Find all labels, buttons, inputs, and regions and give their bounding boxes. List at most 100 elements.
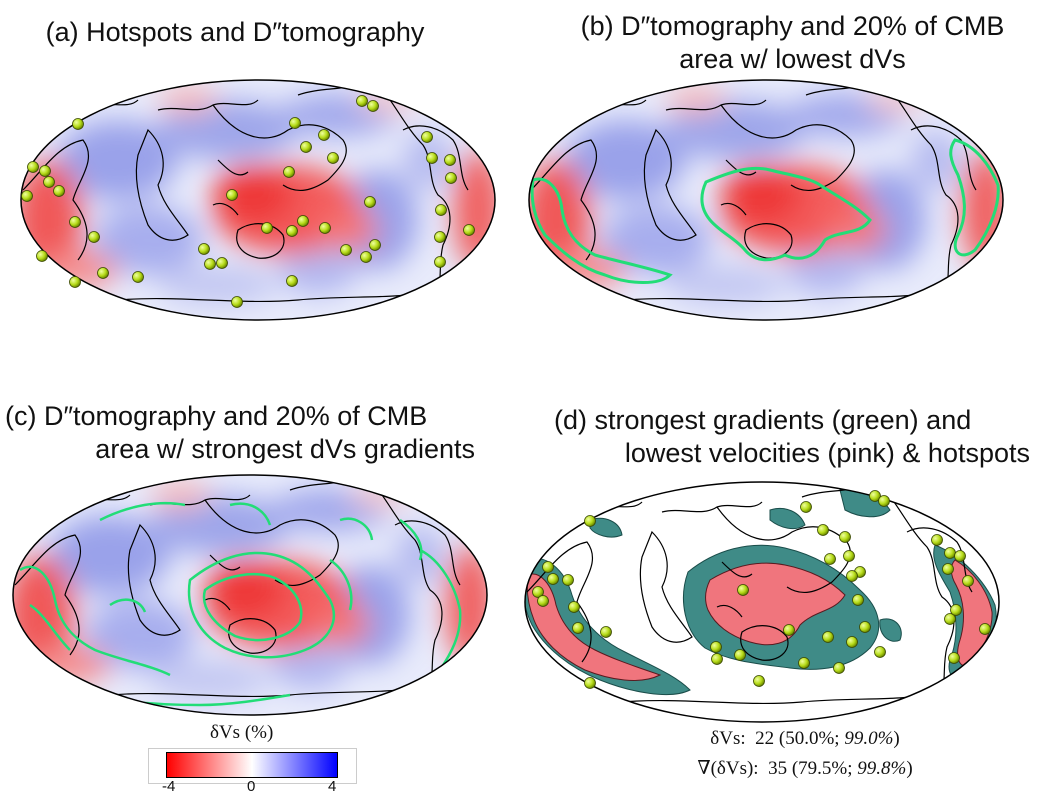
stats-gradient-value: 35 (79.5%; (768, 758, 853, 779)
panel-a-hotspot-marker (286, 225, 298, 237)
panel-d-hotspot-marker (843, 550, 855, 562)
panel-a-hotspot-marker (367, 100, 379, 112)
panel-a-hotspot-marker (463, 224, 475, 236)
stats-line-2: ∇(δVs): 35 (79.5%; 99.8%) (640, 757, 970, 780)
panel-d-hotspot-marker (869, 490, 881, 502)
panel-d-hotspot-marker (822, 631, 834, 643)
stats-line-1: δVs: 22 (50.0%; 99.0%) (640, 728, 970, 750)
panel-a-hotspot-marker (69, 216, 81, 228)
panel-a-hotspot-marker (444, 154, 456, 166)
panel-d-hotspot-marker (542, 561, 554, 573)
panel-d-hotspot-marker (944, 547, 956, 559)
panel-d-hotspot-marker (800, 501, 812, 513)
panel-a-title-line1: (a) Hotspots and D″tomography (45, 17, 425, 47)
panel-a-hotspot-marker (364, 196, 376, 208)
panel-d-hotspot-marker (859, 621, 871, 633)
panel-d-hotspot-marker (852, 594, 864, 606)
stats-gradient-close: ) (906, 758, 913, 779)
panel-b-map-border (528, 79, 1004, 321)
panel-c-title: (c) D″tomography and 20% of CMB area w/ … (5, 400, 475, 466)
panel-d-hotspots (532, 490, 991, 689)
panel-d-hotspot-marker (931, 534, 943, 546)
panel-d-hotspot-marker (979, 623, 991, 635)
panel-a-hotspot-marker (43, 176, 55, 188)
stats-dvs-value: 22 (50.0%; (755, 728, 840, 749)
panel-a-hotspot-marker (434, 231, 446, 243)
colorbar-label: δVs (%) (210, 722, 274, 743)
panel-d-hotspot-marker (562, 574, 574, 586)
panel-a-hotspot-marker (356, 95, 368, 107)
panel-c-title-line1: (c) D″tomography and 20% of CMB (5, 401, 428, 431)
panel-d-hotspot-marker (824, 553, 836, 565)
panel-a-map-border (20, 79, 496, 321)
panel-a-hotspot-marker (360, 251, 372, 263)
panel-a-hotspot-marker (216, 257, 228, 269)
stats-gradient-significance: 99.8% (857, 758, 907, 779)
panel-d-hotspot-marker (839, 531, 851, 543)
panel-c-map (12, 474, 488, 716)
panel-d-hotspot-marker (942, 563, 954, 575)
panel-d-hotspot-marker (568, 601, 580, 613)
panel-a-hotspot-marker (97, 267, 109, 279)
panel-a-title: (a) Hotspots and D″tomography (30, 16, 440, 49)
panel-a-hotspot-marker (88, 231, 100, 243)
panel-a-hotspot-marker (39, 165, 51, 177)
panel-a-hotspot-marker (69, 276, 81, 288)
stats-gradient-label: ∇(δVs): (697, 758, 759, 779)
panel-a-hotspot-marker (319, 222, 331, 234)
colorbar: δVs (%) -4 0 4 (148, 722, 357, 797)
panel-a-hotspot-marker (340, 244, 352, 256)
panel-d-title-line2: lowest velocities (pink) & hotspots (624, 438, 1030, 468)
panel-b-lowest-dvs-contours (530, 138, 1000, 284)
panel-d-hotspot-marker (753, 675, 765, 687)
panel-d-hotspot-marker (584, 677, 596, 689)
panel-d-lowest-velocity-regions (526, 559, 993, 681)
panel-a-hotspot-marker (231, 296, 243, 308)
panel-a-hotspot-marker (132, 271, 144, 283)
panel-d-hotspot-marker (711, 653, 723, 665)
panel-a-hotspot-marker (72, 118, 84, 130)
panel-a-hotspot-marker (300, 141, 312, 153)
panel-a-hotspot-marker (435, 204, 447, 216)
panel-a-hotspot-marker (434, 256, 446, 268)
panel-b-map (528, 79, 1004, 321)
panel-a-hotspot-marker (297, 215, 309, 227)
panel-a-hotspot-marker (283, 166, 295, 178)
panel-a-hotspots (21, 95, 475, 308)
panel-d-hotspot-marker (600, 626, 612, 638)
panel-d-hotspot-marker (734, 649, 746, 661)
panel-a-hotspot-marker (421, 131, 433, 143)
panel-a-hotspot-marker (426, 152, 438, 164)
panel-a-hotspot-marker (204, 258, 216, 270)
panel-a-hotspot-marker (36, 250, 48, 262)
panel-d-hotspot-marker (817, 524, 829, 536)
panel-d-map (524, 481, 1000, 723)
panel-d-hotspot-marker (737, 584, 749, 596)
panel-a-hotspot-marker (226, 189, 238, 201)
panel-d-hotspot-marker (950, 604, 962, 616)
panel-a-hotspot-marker (261, 222, 273, 234)
panel-d-map-border (524, 481, 1000, 723)
panel-a-map (20, 79, 496, 321)
stats-dvs-close: ) (893, 728, 900, 749)
panel-d-hotspot-marker (954, 550, 966, 562)
panel-d-hotspot-marker (710, 641, 722, 653)
panel-a-hotspot-marker (53, 185, 65, 197)
panel-a-hotspot-marker (289, 117, 301, 129)
panel-d-hotspot-marker (584, 515, 596, 527)
panel-d-hotspot-marker (948, 652, 960, 664)
panel-d-hotspot-marker (537, 595, 549, 607)
panel-d-hotspot-marker (846, 570, 858, 582)
panel-d-title: (d) strongest gradients (green) and lowe… (550, 404, 1030, 470)
panel-a-hotspot-marker (27, 161, 39, 173)
panel-a-hotspot-marker (369, 239, 381, 251)
panel-d-hotspot-marker (944, 613, 956, 625)
panel-b-title-line2: area w/ lowest dVs (679, 44, 906, 74)
panel-d-hotspot-marker (783, 624, 795, 636)
panel-a-hotspot-marker (198, 243, 210, 255)
panel-a-hotspot-marker (327, 152, 339, 164)
panel-a-hotspot-marker (21, 190, 33, 202)
panel-d-hotspot-marker (846, 636, 858, 648)
panel-b-title-line1: (b) D″tomography and 20% of CMB (580, 11, 1005, 41)
